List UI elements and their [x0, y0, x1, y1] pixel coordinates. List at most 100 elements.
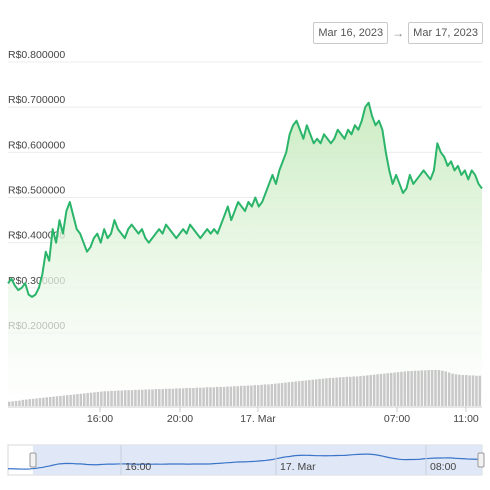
start-date-input[interactable]: Mar 16, 2023 [313, 22, 389, 44]
volume-bar [31, 398, 35, 406]
price-area-fill [8, 102, 482, 407]
volume-bar [383, 373, 386, 406]
volume-bar [14, 400, 18, 406]
volume-bar [144, 389, 147, 406]
navigator-x-label: 08:00 [430, 461, 456, 473]
volume-bar [202, 387, 205, 406]
navigator-left-handle[interactable] [29, 452, 37, 468]
volume-bar [424, 370, 427, 406]
volume-bar [410, 371, 413, 406]
volume-bar [8, 401, 11, 406]
volume-bar [355, 376, 359, 406]
volume-bar [38, 398, 42, 406]
volume-bar [106, 391, 110, 406]
volume-bar [406, 371, 410, 406]
volume-bar [430, 370, 434, 406]
volume-bar [359, 376, 362, 406]
volume-bar [212, 387, 216, 406]
volume-bar [96, 391, 100, 406]
volume-bar [444, 371, 447, 406]
navigator-x-labels: 16:00 17. Mar 08:00 [120, 445, 456, 475]
volume-bar [362, 375, 366, 406]
volume-bar [246, 385, 250, 406]
x-tick-label: 17. Mar [240, 413, 276, 425]
volume-bar [434, 370, 437, 406]
volume-bar [243, 385, 246, 406]
volume-bar [253, 385, 257, 406]
volume-bar [21, 399, 25, 406]
volume-bar [291, 381, 294, 406]
volume-bar [188, 388, 192, 406]
volume-bar [120, 390, 124, 406]
volume-bar [222, 386, 226, 406]
volume-bar [185, 388, 188, 406]
navigator-x-label: 17. Mar [280, 461, 316, 473]
volume-bar [89, 392, 93, 406]
volume-bar [372, 374, 376, 406]
x-tick-label: 11:00 [453, 413, 479, 425]
volume-bar [158, 389, 161, 406]
volume-bar [352, 376, 355, 406]
volume-bar [216, 386, 219, 406]
volume-bar [147, 389, 151, 406]
volume-bar [25, 399, 28, 406]
y-tick-label: R$0.800000 [8, 49, 65, 61]
volume-bar [403, 371, 407, 406]
volume-bar [140, 389, 144, 406]
volume-bar [198, 387, 202, 406]
volume-bar [11, 401, 14, 406]
volume-bar [263, 384, 267, 406]
volume-bar [229, 386, 233, 406]
volume-bar [134, 389, 137, 406]
volume-bar [420, 370, 424, 406]
volume-bar [113, 390, 117, 406]
volume-bar [294, 381, 297, 406]
y-tick-label: R$0.600000 [8, 139, 65, 151]
volume-bar [441, 370, 444, 406]
volume-bar [471, 375, 475, 406]
volume-bar [256, 385, 260, 406]
volume-bar [304, 380, 308, 406]
volume-bar [437, 370, 441, 406]
volume-bar [52, 396, 55, 406]
navigator-line [7, 453, 483, 470]
volume-bar [413, 370, 417, 406]
x-axis: 16:00 20:00 17. Mar 07:00 11:00 [8, 406, 482, 425]
price-line [7, 101, 483, 298]
volume-bar [376, 374, 379, 406]
volume-bar [151, 389, 154, 406]
range-navigator[interactable]: 16:00 17. Mar 08:00 [7, 444, 485, 476]
volume-bar [110, 390, 113, 406]
volume-bars [8, 370, 482, 406]
volume-bar [83, 393, 86, 406]
volume-bar [168, 388, 171, 406]
end-date-input[interactable]: Mar 17, 2023 [408, 22, 483, 44]
date-range-arrow-icon: → [392, 26, 405, 40]
volume-bar [277, 383, 280, 406]
volume-bar [72, 394, 76, 406]
y-tick-label: R$0.500000 [8, 185, 65, 197]
volume-bar [130, 390, 134, 406]
volume-bar [18, 400, 21, 406]
volume-bar [65, 395, 69, 406]
navigator-right-handle[interactable] [477, 452, 485, 468]
volume-bar [301, 380, 304, 406]
volume-bar [393, 372, 396, 406]
y-tick-label: R$0.700000 [8, 94, 65, 106]
volume-bar [478, 375, 482, 406]
x-tick-label: 20:00 [167, 413, 193, 425]
volume-bar [379, 373, 383, 406]
volume-bar [369, 375, 372, 406]
volume-bar [267, 384, 270, 406]
volume-bar [137, 389, 141, 406]
volume-bar [400, 371, 403, 406]
volume-bar [42, 397, 45, 406]
volume-bar [86, 393, 89, 406]
volume-bar [318, 379, 321, 406]
volume-bar [475, 375, 478, 406]
volume-bar [451, 373, 454, 406]
volume-bar [468, 375, 471, 406]
volume-bar [219, 386, 222, 406]
volume-bar [175, 388, 178, 406]
